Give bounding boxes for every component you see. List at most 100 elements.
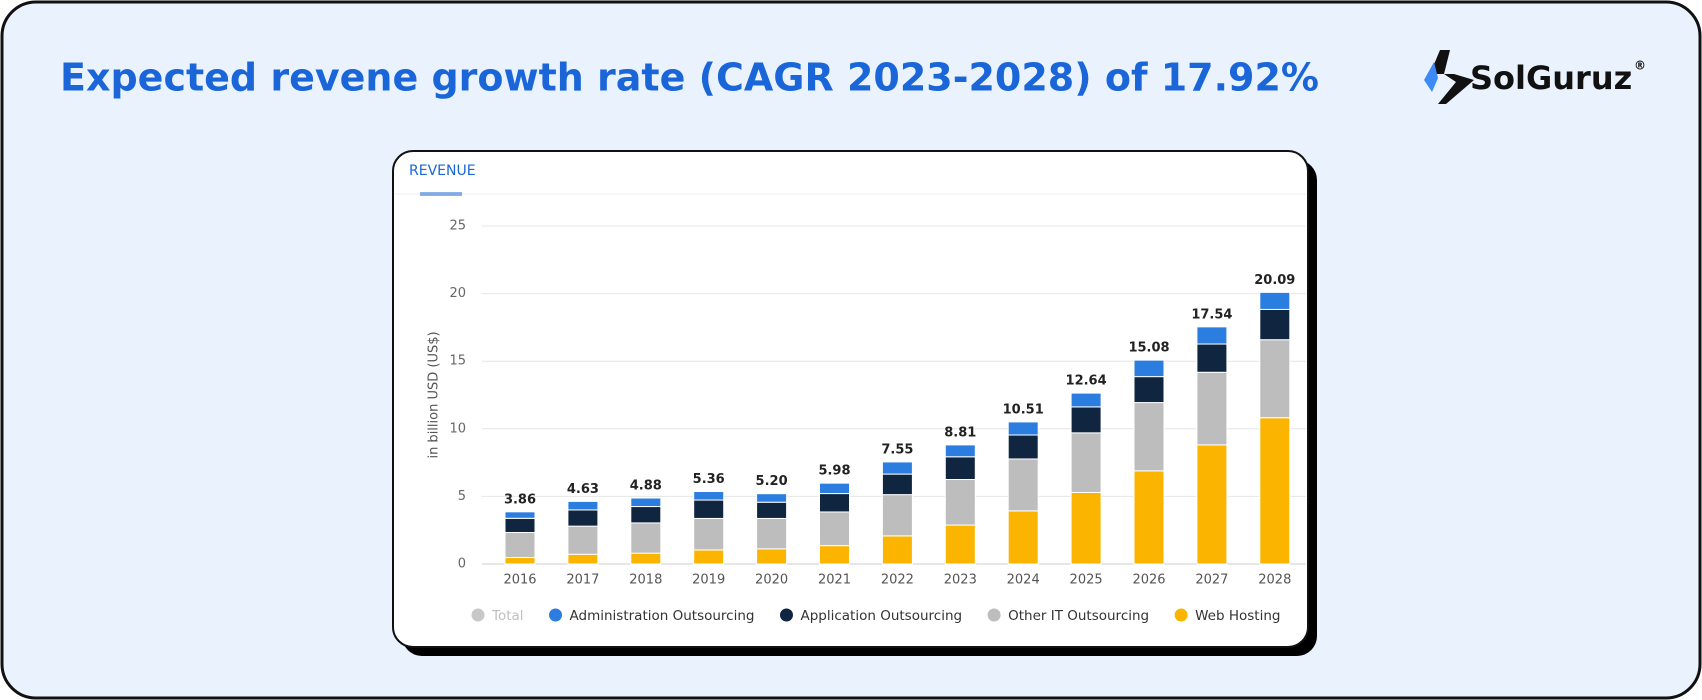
- bar-segment: [944, 524, 976, 565]
- bar-segment: [1133, 402, 1165, 472]
- bar-segment: [944, 444, 976, 458]
- legend-label[interactable]: Web Hosting: [1195, 608, 1280, 624]
- bar-segment: [1070, 432, 1102, 493]
- bar-segment: [1196, 444, 1228, 565]
- bar-segment: [504, 511, 536, 519]
- bar-segment: [693, 491, 725, 501]
- legend-marker: [471, 608, 485, 622]
- bar-segment: [756, 517, 788, 550]
- bar-segment: [1196, 343, 1228, 373]
- bar-segment: [1007, 458, 1039, 512]
- bar-segment: [1070, 392, 1102, 408]
- bar-segment: [630, 552, 662, 565]
- total-label: 5.20: [756, 474, 788, 489]
- bar-segment: [881, 473, 913, 496]
- legend-marker: [1174, 608, 1188, 622]
- bar-segment: [1133, 359, 1165, 378]
- x-tick-label: 2028: [1258, 573, 1291, 588]
- total-label: 10.51: [1003, 402, 1044, 417]
- x-tick-label: 2025: [1070, 573, 1103, 588]
- total-label: 5.98: [818, 464, 850, 479]
- bar-segment: [881, 535, 913, 565]
- total-label: 20.09: [1254, 273, 1295, 288]
- y-tick-label: 25: [449, 219, 466, 234]
- x-tick-label: 2019: [692, 573, 725, 588]
- bar-segment: [944, 456, 976, 481]
- total-label: 8.81: [944, 425, 976, 440]
- bar-segment: [881, 461, 913, 475]
- x-tick-label: 2022: [881, 573, 914, 588]
- total-label: 12.64: [1066, 374, 1107, 389]
- total-label: 3.86: [504, 492, 536, 507]
- bar-segment: [1007, 421, 1039, 436]
- y-tick-label: 20: [449, 286, 466, 301]
- total-label: 17.54: [1191, 307, 1232, 322]
- x-tick-label: 2023: [944, 573, 977, 588]
- bar-segment: [1259, 417, 1291, 565]
- bar-segment: [1007, 434, 1039, 460]
- tab[interactable]: REVENUE: [409, 163, 476, 179]
- legend-label[interactable]: Other IT Outsourcing: [1008, 608, 1149, 624]
- x-tick-label: 2018: [629, 573, 662, 588]
- bar-segment: [504, 557, 536, 565]
- legend-label[interactable]: Application Outsourcing: [800, 608, 962, 624]
- bar-segment: [1007, 510, 1039, 565]
- x-tick-label: 2027: [1195, 573, 1228, 588]
- bar-segment: [630, 506, 662, 524]
- bar-segment: [944, 479, 976, 526]
- bar-segment: [1070, 406, 1102, 434]
- bar-segment: [1133, 376, 1165, 404]
- bar-segment: [630, 522, 662, 554]
- logo-text: SolGuruz: [1470, 59, 1632, 97]
- bar-segment: [1196, 326, 1228, 345]
- bar-segment: [819, 511, 850, 547]
- total-label: 7.55: [881, 442, 913, 457]
- logo-mark: ®: [1634, 59, 1646, 73]
- legend-marker: [987, 608, 1001, 622]
- bar-segment: [567, 509, 599, 527]
- bar-segment: [819, 545, 850, 565]
- bar-segment: [504, 531, 536, 559]
- bar-segment: [1259, 339, 1291, 419]
- x-tick-label: 2024: [1007, 573, 1040, 588]
- y-axis-label: in billion USD (US$): [427, 331, 442, 458]
- bar-segment: [504, 517, 536, 533]
- legend-label[interactable]: Administration Outsourcing: [570, 608, 755, 624]
- bar-segment: [567, 525, 599, 555]
- bar-segment: [693, 517, 725, 551]
- y-tick-label: 15: [449, 354, 466, 369]
- bar-segment: [1133, 470, 1165, 565]
- y-tick-label: 0: [458, 557, 466, 572]
- logo-icon: [1438, 74, 1474, 104]
- bar-segment: [1259, 291, 1291, 310]
- y-tick-label: 10: [449, 421, 466, 436]
- logo: SolGuruz ®: [1424, 50, 1646, 104]
- bar-segment: [1070, 491, 1102, 565]
- title: Expected revene growth rate (CAGR 2023-2…: [60, 56, 1319, 100]
- bar-segment: [567, 500, 599, 511]
- bar-segment: [1196, 371, 1228, 446]
- x-tick-label: 2021: [818, 573, 851, 588]
- x-tick-label: 2016: [503, 573, 536, 588]
- logo-icon: [1424, 62, 1438, 92]
- bar-segment: [693, 549, 725, 565]
- y-tick-label: 5: [458, 489, 466, 504]
- bar-segment: [881, 494, 913, 537]
- x-tick-label: 2020: [755, 573, 788, 588]
- total-label: 4.88: [630, 479, 662, 494]
- total-label: 5.36: [693, 472, 725, 487]
- legend-label[interactable]: Total: [491, 608, 524, 624]
- bar-segment: [819, 493, 850, 513]
- legend-marker: [549, 608, 563, 622]
- bar-segment: [567, 553, 599, 565]
- bar-segment: [1259, 308, 1291, 341]
- total-label: 15.08: [1128, 341, 1169, 356]
- x-tick-label: 2026: [1132, 573, 1165, 588]
- bar-segment: [756, 493, 788, 503]
- bar-segment: [693, 499, 725, 519]
- bar-segment: [819, 482, 850, 495]
- bar-segment: [630, 497, 662, 508]
- x-tick-label: 2017: [566, 573, 599, 588]
- legend-marker: [779, 608, 793, 622]
